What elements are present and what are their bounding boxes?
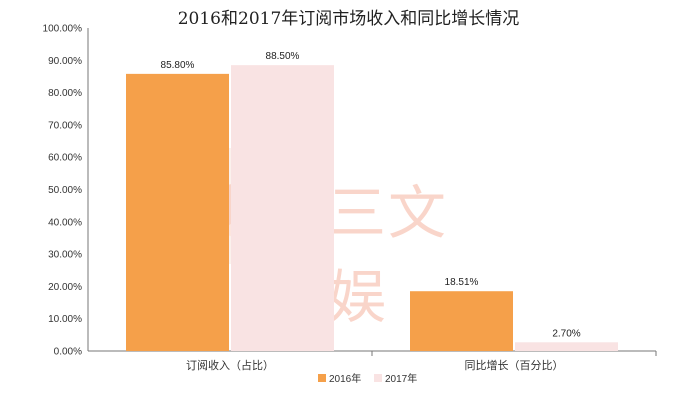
bar [410,291,513,351]
data-label: 2.70% [552,328,580,339]
data-label: 85.80% [161,60,195,71]
y-tick-label: 80.00% [48,88,82,99]
y-tick-label: 10.00% [48,314,82,325]
bar [126,73,229,351]
data-label: 18.51% [445,277,479,288]
legend-swatch [318,374,326,382]
y-tick-label: 30.00% [48,250,82,261]
legend-swatch [374,374,382,382]
bar [515,342,618,351]
x-tick-label: 订阅收入（占比） [186,358,274,372]
chart-title: 2016和2017年订阅市场收入和同比增长情况 [177,9,520,29]
legend-label: 2016年 [329,372,361,385]
y-tick-label: 50.00% [48,185,82,196]
y-tick-label: 60.00% [48,153,82,164]
y-tick-label: 40.00% [48,217,82,228]
y-tick-label: 20.00% [48,282,82,293]
legend-label: 2017年 [385,372,417,385]
x-tick-label: 同比增长（百分比） [465,358,564,372]
y-tick-label: 70.00% [48,120,82,131]
data-label: 88.50% [266,51,300,62]
bar [231,65,334,352]
y-tick-label: 100.00% [43,24,83,35]
y-tick-label: 90.00% [48,56,82,67]
y-tick-label: 0.00% [54,347,82,358]
